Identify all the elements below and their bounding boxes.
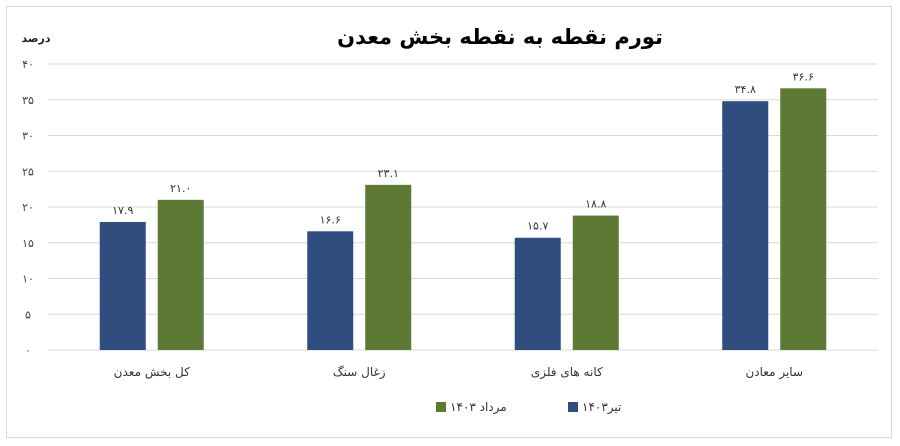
- y-tick-label: ۴۰: [22, 58, 34, 71]
- y-tick-label: ۳۵: [22, 94, 34, 107]
- y-axis-ticks: ۰ ۵ ۱۰ ۱۵ ۲۰ ۲۵ ۳۰ ۳۵ ۴۰: [22, 58, 34, 357]
- y-tick-label: ۰: [25, 344, 31, 357]
- chart-title: تورم نقطه به نقطه بخش معدن: [337, 25, 663, 49]
- data-label: ۱۸.۸: [585, 198, 606, 211]
- data-label: ۱۷.۹: [112, 204, 133, 217]
- category-labels: کل بخش معدن زغال سنگ کانه های فلزی سایر معا…: [114, 365, 803, 380]
- bar: [572, 215, 619, 350]
- data-label: ۲۱.۰: [170, 182, 191, 195]
- legend-label: مرداد ۱۴۰۳: [450, 400, 507, 415]
- legend: مرداد ۱۴۰۳ تیر۱۴۰۳: [436, 400, 621, 415]
- legend-label: تیر۱۴۰۳: [582, 400, 621, 415]
- bar: [99, 222, 146, 350]
- category-label: کل بخش معدن: [114, 365, 190, 380]
- data-labels: ۱۷.۹ ۲۱.۰ ۱۶.۶ ۲۳.۱ ۱۵.۷ ۱۸.۸ ۳۴.۸ ۳۶.۶: [112, 70, 814, 232]
- data-label: ۱۵.۷: [527, 220, 548, 233]
- y-axis-unit-label: درصد: [22, 32, 51, 45]
- y-tick-label: ۲۵: [22, 165, 34, 178]
- bar: [514, 237, 561, 350]
- bar: [780, 88, 827, 350]
- bar: [157, 199, 204, 350]
- data-label: ۳۶.۶: [793, 70, 814, 83]
- bar: [307, 231, 354, 350]
- category-label: سایر معادن: [745, 365, 803, 380]
- data-label: ۲۳.۱: [378, 167, 399, 180]
- y-tick-label: ۵: [25, 308, 31, 321]
- category-label: زغال سنگ: [333, 365, 386, 380]
- y-tick-label: ۲۰: [22, 201, 34, 214]
- legend-swatch: [568, 402, 578, 412]
- data-label: ۳۴.۸: [735, 83, 756, 96]
- y-tick-label: ۱۰: [22, 273, 34, 286]
- y-tick-label: ۱۵: [22, 237, 34, 250]
- y-tick-label: ۳۰: [22, 130, 34, 143]
- bars: [99, 88, 827, 351]
- legend-swatch: [436, 402, 446, 412]
- data-label: ۱۶.۶: [320, 213, 341, 226]
- category-label: کانه های فلزی: [531, 365, 603, 380]
- bar: [722, 101, 769, 351]
- bar: [365, 184, 412, 350]
